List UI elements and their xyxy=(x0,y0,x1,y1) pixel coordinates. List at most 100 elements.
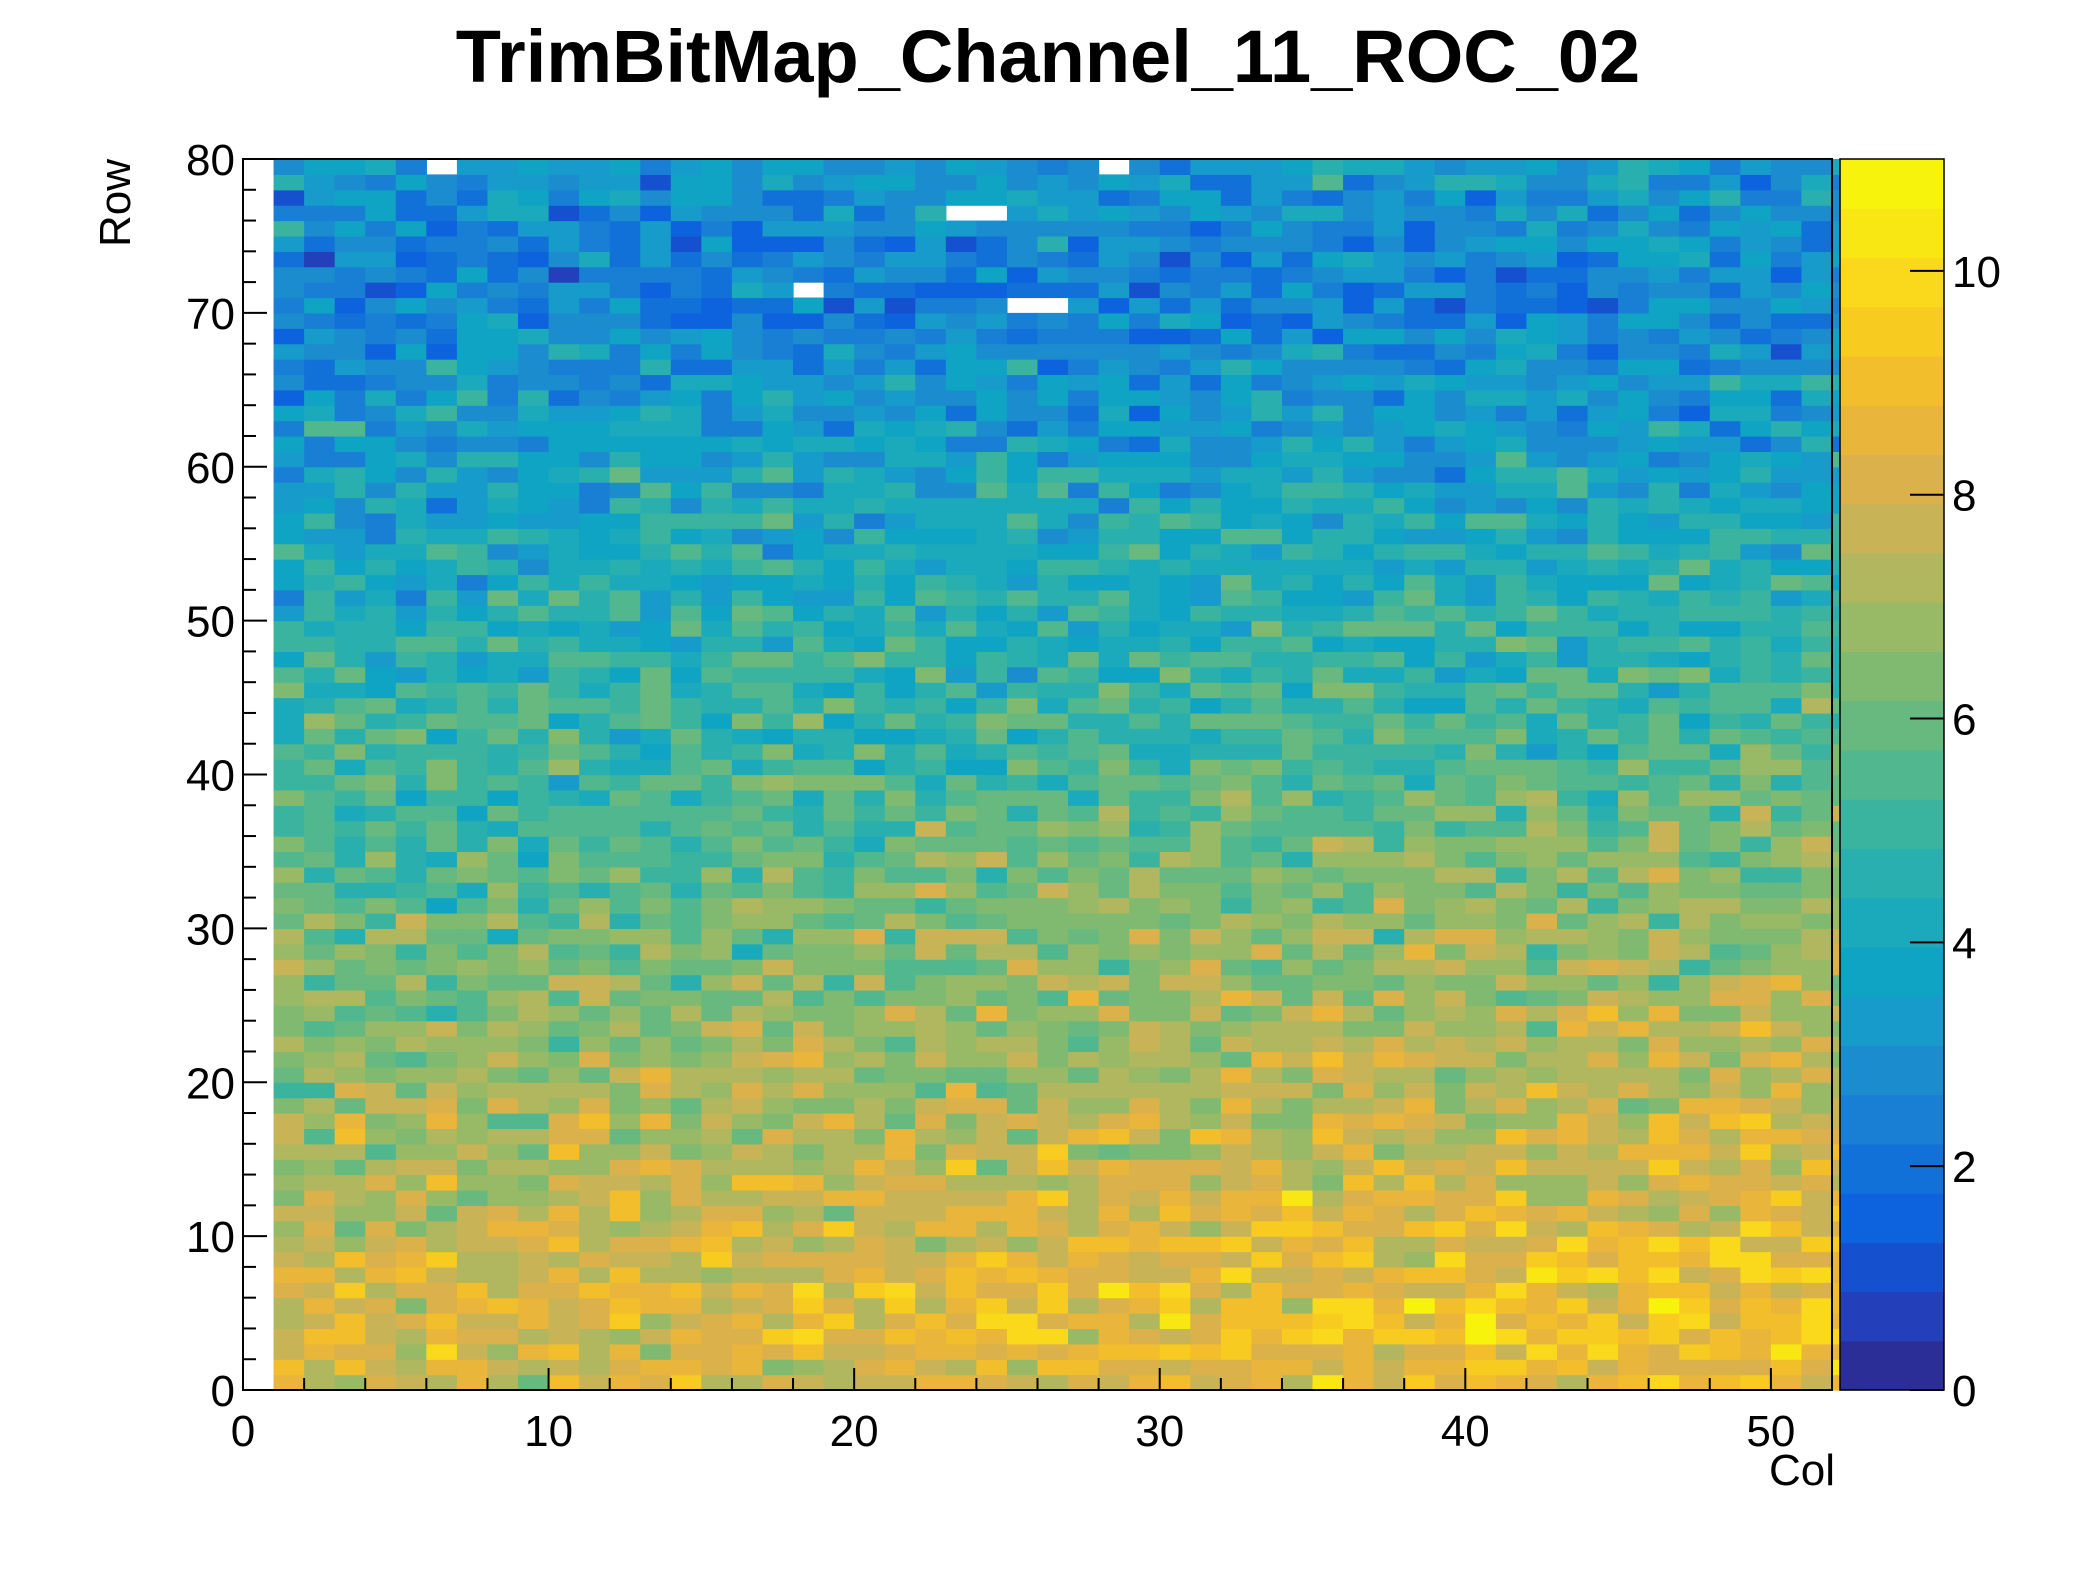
heatmap-cell xyxy=(1098,1374,1130,1391)
heatmap-cell xyxy=(1587,251,1619,268)
heatmap-cell xyxy=(1220,928,1253,945)
heatmap-cell xyxy=(884,651,916,668)
heatmap-cell xyxy=(731,451,764,468)
heatmap-cell xyxy=(548,543,580,560)
heatmap-cell xyxy=(1740,851,1772,868)
heatmap-cell xyxy=(1098,1313,1130,1330)
heatmap-cell xyxy=(273,174,305,191)
heatmap-cell xyxy=(1068,297,1100,314)
heatmap-cell xyxy=(426,882,458,899)
heatmap-cell xyxy=(1495,882,1528,899)
heatmap-cell xyxy=(1465,943,1497,960)
heatmap-cell xyxy=(548,405,580,422)
heatmap-cell xyxy=(1006,882,1039,899)
heatmap-cell xyxy=(1068,851,1100,868)
heatmap-cell xyxy=(670,1205,702,1222)
heatmap-cell xyxy=(334,251,366,268)
heatmap-cell xyxy=(579,189,611,206)
heatmap-cell xyxy=(304,297,336,314)
heatmap-cell xyxy=(701,789,733,806)
heatmap-cell xyxy=(1037,851,1069,868)
heatmap-cell xyxy=(1495,897,1528,914)
heatmap-cell xyxy=(1526,343,1558,360)
heatmap-cell xyxy=(1343,1066,1375,1083)
heatmap-cell xyxy=(1618,882,1650,899)
heatmap-cell xyxy=(1373,1343,1405,1360)
heatmap-cell xyxy=(1159,282,1191,299)
heatmap-cell xyxy=(1343,712,1375,729)
heatmap-cell xyxy=(548,435,580,452)
heatmap-cell xyxy=(884,1051,916,1068)
heatmap-cell xyxy=(1709,1313,1741,1330)
heatmap-cell xyxy=(426,343,458,360)
heatmap-cell xyxy=(793,666,825,683)
heatmap-cell xyxy=(1373,574,1405,591)
heatmap-cell xyxy=(1006,1143,1039,1160)
heatmap-cell xyxy=(1037,789,1069,806)
heatmap-cell xyxy=(1434,789,1466,806)
heatmap-cell xyxy=(915,1143,947,1160)
heatmap-cell xyxy=(395,1005,427,1022)
heatmap-cell xyxy=(1281,1036,1314,1053)
heatmap-cell xyxy=(395,651,427,668)
heatmap-cell xyxy=(854,343,886,360)
heatmap-cell xyxy=(793,897,825,914)
heatmap-cell xyxy=(945,959,977,976)
heatmap-cell xyxy=(1740,389,1772,406)
heatmap-cell xyxy=(1709,620,1741,637)
heatmap-cell xyxy=(273,1066,305,1083)
heatmap-cell xyxy=(976,559,1008,576)
heatmap-cell xyxy=(487,589,519,606)
heatmap-cell xyxy=(731,1297,764,1314)
heatmap-cell xyxy=(426,174,458,191)
heatmap-cell xyxy=(701,405,733,422)
heatmap-cell xyxy=(793,974,825,991)
heatmap-cell xyxy=(1190,512,1222,529)
heatmap-cell xyxy=(1343,528,1375,545)
heatmap-cell xyxy=(273,1082,305,1099)
heatmap-cell xyxy=(1251,266,1283,283)
heatmap-cell xyxy=(487,759,519,776)
heatmap-cell xyxy=(1037,820,1069,837)
heatmap-cell xyxy=(793,943,825,960)
heatmap-cell xyxy=(1129,1143,1161,1160)
heatmap-cell xyxy=(395,328,427,345)
heatmap-cell xyxy=(548,682,580,699)
heatmap-cell xyxy=(1373,1297,1405,1314)
heatmap-cell xyxy=(762,912,794,929)
heatmap-cell xyxy=(1098,620,1130,637)
heatmap-cell xyxy=(1037,451,1069,468)
heatmap-cell xyxy=(1465,1143,1497,1160)
heatmap-cell xyxy=(1434,466,1466,483)
heatmap-cell xyxy=(1068,374,1100,391)
heatmap-cell xyxy=(854,620,886,637)
heatmap-cell xyxy=(823,466,855,483)
heatmap-cell xyxy=(1526,820,1558,837)
heatmap-cell xyxy=(1190,605,1222,622)
heatmap-cell xyxy=(945,682,977,699)
heatmap-cell xyxy=(304,682,336,699)
heatmap-cell xyxy=(640,189,672,206)
heatmap-cell xyxy=(1648,1174,1680,1191)
heatmap-cell xyxy=(273,482,305,499)
heatmap-cell xyxy=(1251,636,1283,652)
heatmap-cell xyxy=(304,1082,336,1099)
heatmap-cell xyxy=(1190,328,1222,345)
heatmap-cell xyxy=(1220,251,1253,268)
heatmap-cell xyxy=(1434,435,1466,452)
heatmap-cell xyxy=(1709,282,1741,299)
heatmap-cell xyxy=(793,1251,825,1268)
heatmap-cell xyxy=(640,1159,672,1176)
heatmap-cell xyxy=(640,866,672,883)
heatmap-cell xyxy=(1129,882,1161,899)
heatmap-cell xyxy=(915,435,947,452)
heatmap-cell xyxy=(1770,282,1803,299)
heatmap-cell xyxy=(1556,1343,1589,1360)
heatmap-cell xyxy=(1556,1297,1589,1314)
heatmap-cell xyxy=(395,989,427,1006)
heatmap-cell xyxy=(1312,1236,1344,1253)
heatmap-cell xyxy=(1373,235,1405,252)
heatmap-cell xyxy=(1465,912,1497,929)
heatmap-cell xyxy=(976,912,1008,929)
heatmap-cell xyxy=(1465,605,1497,622)
